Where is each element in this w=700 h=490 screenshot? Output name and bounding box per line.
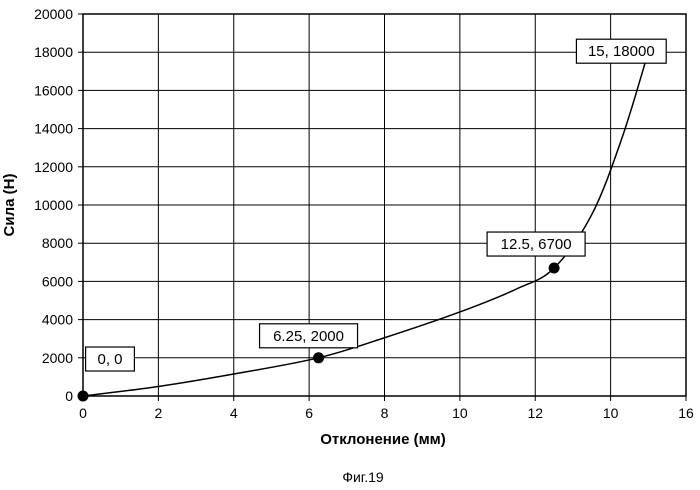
data-label: 15, 18000 bbox=[588, 43, 655, 60]
data-points bbox=[78, 47, 654, 402]
data-point bbox=[313, 352, 324, 363]
x-tick-label: 2 bbox=[154, 405, 162, 421]
y-tick-label: 4000 bbox=[42, 312, 73, 328]
series-line bbox=[83, 52, 648, 396]
x-tick-label: 4 bbox=[230, 405, 238, 421]
x-tick-label: 0 bbox=[79, 405, 87, 421]
data-label: 0, 0 bbox=[97, 351, 122, 368]
series-curve-group bbox=[83, 52, 648, 396]
x-axis-ticks: 0 2 4 6 8 10 12 10 16 bbox=[79, 405, 694, 421]
y-tick-label: 8000 bbox=[42, 235, 73, 251]
x-tick-label: 16 bbox=[678, 405, 694, 421]
y-tick-label: 18000 bbox=[34, 44, 73, 60]
x-tick-label: 12 bbox=[527, 405, 543, 421]
y-tick-label: 2000 bbox=[42, 350, 73, 366]
y-tick-label: 10000 bbox=[34, 197, 73, 213]
y-tick-label: 20000 bbox=[34, 6, 73, 22]
data-label: 6.25, 2000 bbox=[273, 328, 344, 345]
y-tick-label: 0 bbox=[65, 388, 73, 404]
y-tick-label: 12000 bbox=[34, 159, 73, 175]
figure-caption: Фиг.19 bbox=[342, 469, 384, 485]
x-tick-label: 10 bbox=[452, 405, 468, 421]
data-label: 12.5, 6700 bbox=[501, 236, 572, 253]
x-tick-label: 6 bbox=[305, 405, 313, 421]
y-axis-title: Сила (Н) bbox=[1, 174, 18, 237]
x-tick-label: 10 bbox=[603, 405, 619, 421]
y-axis-ticks: 0 2000 4000 6000 8000 10000 12000 14000 16000 180… bbox=[34, 6, 73, 404]
x-tick-label: 8 bbox=[381, 405, 389, 421]
data-point bbox=[78, 391, 89, 402]
data-point bbox=[549, 263, 560, 274]
y-tick-label: 6000 bbox=[42, 273, 73, 289]
x-axis-title: Отклонение (мм) bbox=[320, 431, 446, 448]
y-tick-label: 14000 bbox=[34, 121, 73, 137]
y-tick-label: 16000 bbox=[34, 82, 73, 98]
